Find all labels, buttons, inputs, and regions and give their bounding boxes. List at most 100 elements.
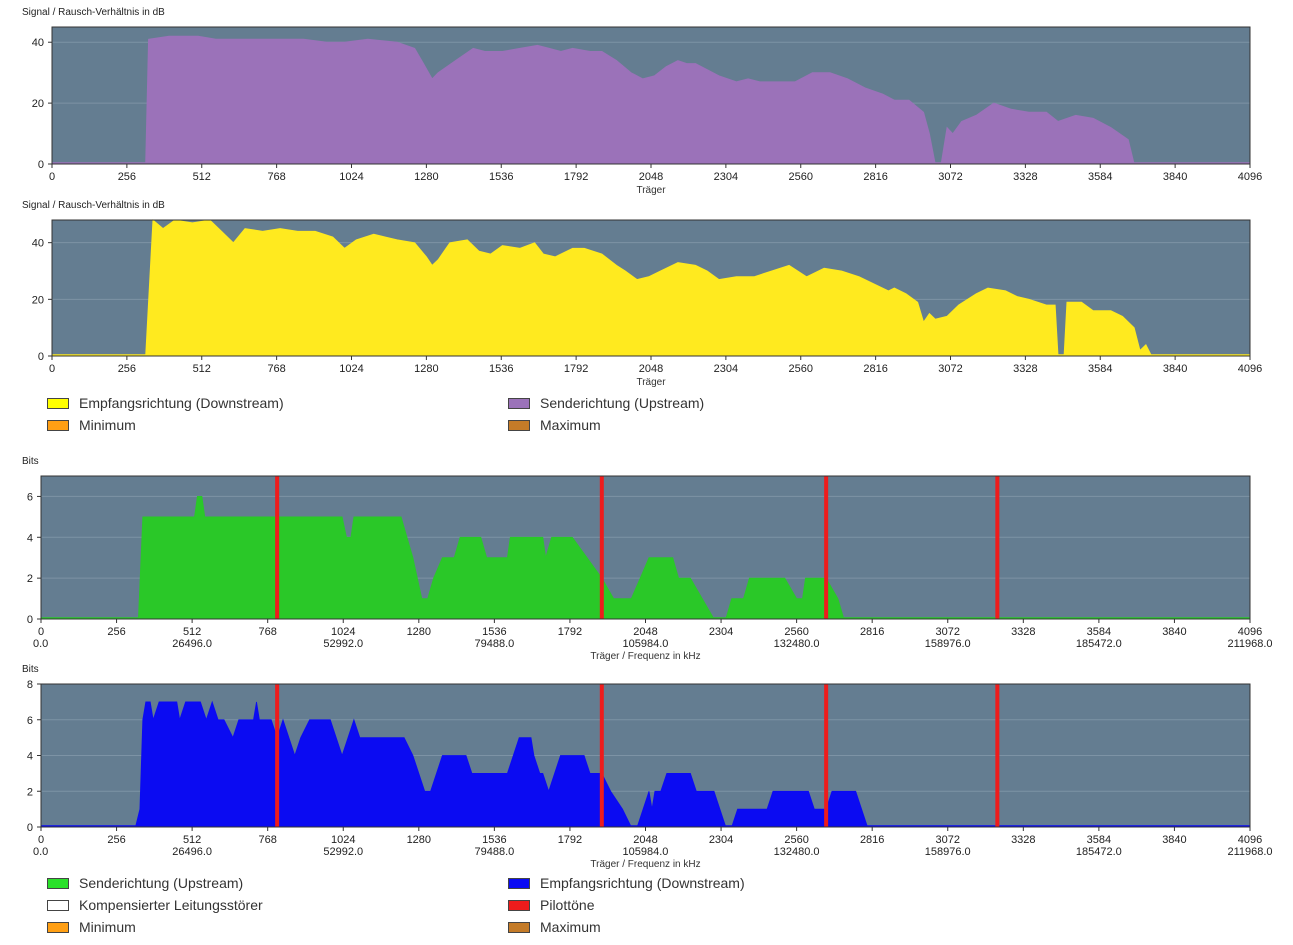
y-tick-label: 6 <box>27 491 33 503</box>
y-tick-label: 20 <box>32 294 44 306</box>
x-tick-label: 4096 <box>1238 171 1262 183</box>
legend-swatch <box>47 419 69 431</box>
y-tick-label: 0 <box>27 822 33 834</box>
legend-swatch <box>508 419 530 431</box>
x-tick-label: 1792 <box>558 834 582 846</box>
x-tick-label: 1536 <box>482 626 506 638</box>
series-area <box>135 700 869 828</box>
x-tick-label: 1024 <box>331 626 355 638</box>
x-tick-label: 2304 <box>709 834 733 846</box>
legend-label: Maximum <box>540 919 601 935</box>
x-tick-label: 512 <box>183 834 201 846</box>
x-tick-label-frequency: 79488.0 <box>474 638 514 650</box>
chart-title: Signal / Rausch-Verhältnis in dB <box>22 7 165 18</box>
x-tick-label-frequency: 26496.0 <box>172 846 212 858</box>
x-tick-label: 768 <box>267 363 285 375</box>
x-tick-label: 2304 <box>709 626 733 638</box>
legend-item-bits-maximum: Maximum <box>508 919 601 935</box>
legend-item-bits-upstream: Senderichtung (Upstream) <box>47 875 243 891</box>
x-tick-label-frequency: 26496.0 <box>172 638 212 650</box>
x-tick-label-frequency: 52992.0 <box>323 846 363 858</box>
x-tick-label: 1792 <box>564 363 588 375</box>
legend-item-snr-maximum: Maximum <box>508 417 601 433</box>
legend-swatch <box>47 899 69 911</box>
x-tick-label: 1280 <box>407 626 431 638</box>
x-tick-label-frequency: 132480.0 <box>774 846 820 858</box>
legend-label: Minimum <box>79 919 136 935</box>
x-tick-label: 768 <box>259 834 277 846</box>
legend-item-bits-downstream: Empfangsrichtung (Downstream) <box>508 875 745 891</box>
x-tick-label: 3584 <box>1088 363 1112 375</box>
x-tick-label: 2304 <box>714 171 738 183</box>
x-tick-label: 4096 <box>1238 363 1262 375</box>
x-tick-label: 2048 <box>633 626 657 638</box>
x-tick-label-frequency: 105984.0 <box>623 638 669 650</box>
x-tick-label: 1792 <box>564 171 588 183</box>
x-tick-label: 3072 <box>938 171 962 183</box>
y-tick-label: 0 <box>27 614 33 626</box>
y-tick-label: 2 <box>27 573 33 585</box>
chart-title: Signal / Rausch-Verhältnis in dB <box>22 200 165 211</box>
x-tick-label: 1024 <box>331 834 355 846</box>
x-tick-label: 2816 <box>860 834 884 846</box>
legend-item-pilot-tones: Pilottöne <box>508 897 594 913</box>
x-tick-label: 1536 <box>489 171 513 183</box>
x-tick-label: 1536 <box>489 363 513 375</box>
x-tick-label: 1280 <box>414 171 438 183</box>
x-tick-label: 2560 <box>784 834 808 846</box>
x-tick-label: 2816 <box>860 626 884 638</box>
y-tick-label: 0 <box>38 159 44 171</box>
legend-item-bits-minimum: Minimum <box>47 919 136 935</box>
legend-label: Kompensierter Leitungsstörer <box>79 897 263 913</box>
x-tick-label: 3328 <box>1011 626 1035 638</box>
x-tick-label: 1024 <box>339 171 363 183</box>
x-tick-label: 256 <box>107 626 125 638</box>
x-tick-label: 3584 <box>1088 171 1112 183</box>
x-tick-label: 2304 <box>714 363 738 375</box>
x-axis-label: Träger / Frequenz in kHz <box>590 859 700 870</box>
x-tick-label: 768 <box>259 626 277 638</box>
x-tick-label: 3840 <box>1162 834 1186 846</box>
x-tick-label-frequency: 52992.0 <box>323 638 363 650</box>
x-tick-label: 3072 <box>936 626 960 638</box>
x-tick-label: 0 <box>49 363 55 375</box>
x-tick-label-frequency: 0.0 <box>33 846 48 858</box>
legend-label: Senderichtung (Upstream) <box>540 395 705 411</box>
x-tick-label-frequency: 185472.0 <box>1076 846 1122 858</box>
y-tick-label: 6 <box>27 715 33 727</box>
chart-title: Bits <box>22 456 39 467</box>
x-tick-label: 4096 <box>1238 834 1262 846</box>
x-tick-label: 3584 <box>1087 834 1111 846</box>
x-axis-label: Träger <box>636 185 666 196</box>
legend-label: Empfangsrichtung (Downstream) <box>79 395 284 411</box>
x-tick-label: 3328 <box>1013 171 1037 183</box>
legend-swatch <box>47 397 69 409</box>
legend-item-snr-upstream: Senderichtung (Upstream) <box>508 395 704 411</box>
legend-label: Senderichtung (Upstream) <box>79 875 244 891</box>
y-tick-label: 8 <box>27 679 33 691</box>
x-tick-label: 3328 <box>1013 363 1037 375</box>
series-area <box>145 35 1135 165</box>
legend-label: Empfangsrichtung (Downstream) <box>540 875 745 891</box>
x-tick-label-frequency: 211968.0 <box>1227 638 1272 650</box>
x-tick-label: 512 <box>183 626 201 638</box>
x-tick-label-frequency: 158976.0 <box>925 638 971 650</box>
x-tick-label: 3840 <box>1162 626 1186 638</box>
x-tick-label: 3840 <box>1163 363 1187 375</box>
x-tick-label: 2816 <box>863 363 887 375</box>
x-tick-label: 1024 <box>339 363 363 375</box>
x-tick-label: 3072 <box>936 834 960 846</box>
x-tick-label: 2048 <box>639 363 663 375</box>
x-tick-label-frequency: 0.0 <box>33 638 48 650</box>
x-axis-label: Träger / Frequenz in kHz <box>590 651 700 662</box>
legend-label: Maximum <box>540 417 601 433</box>
x-tick-label-frequency: 211968.0 <box>1227 846 1272 858</box>
y-tick-label: 2 <box>27 786 33 798</box>
x-tick-label-frequency: 185472.0 <box>1076 638 1122 650</box>
x-tick-label: 0 <box>49 171 55 183</box>
legend-swatch <box>508 397 530 409</box>
x-tick-label: 256 <box>118 363 136 375</box>
y-tick-label: 20 <box>32 98 44 110</box>
x-tick-label-frequency: 79488.0 <box>474 846 514 858</box>
